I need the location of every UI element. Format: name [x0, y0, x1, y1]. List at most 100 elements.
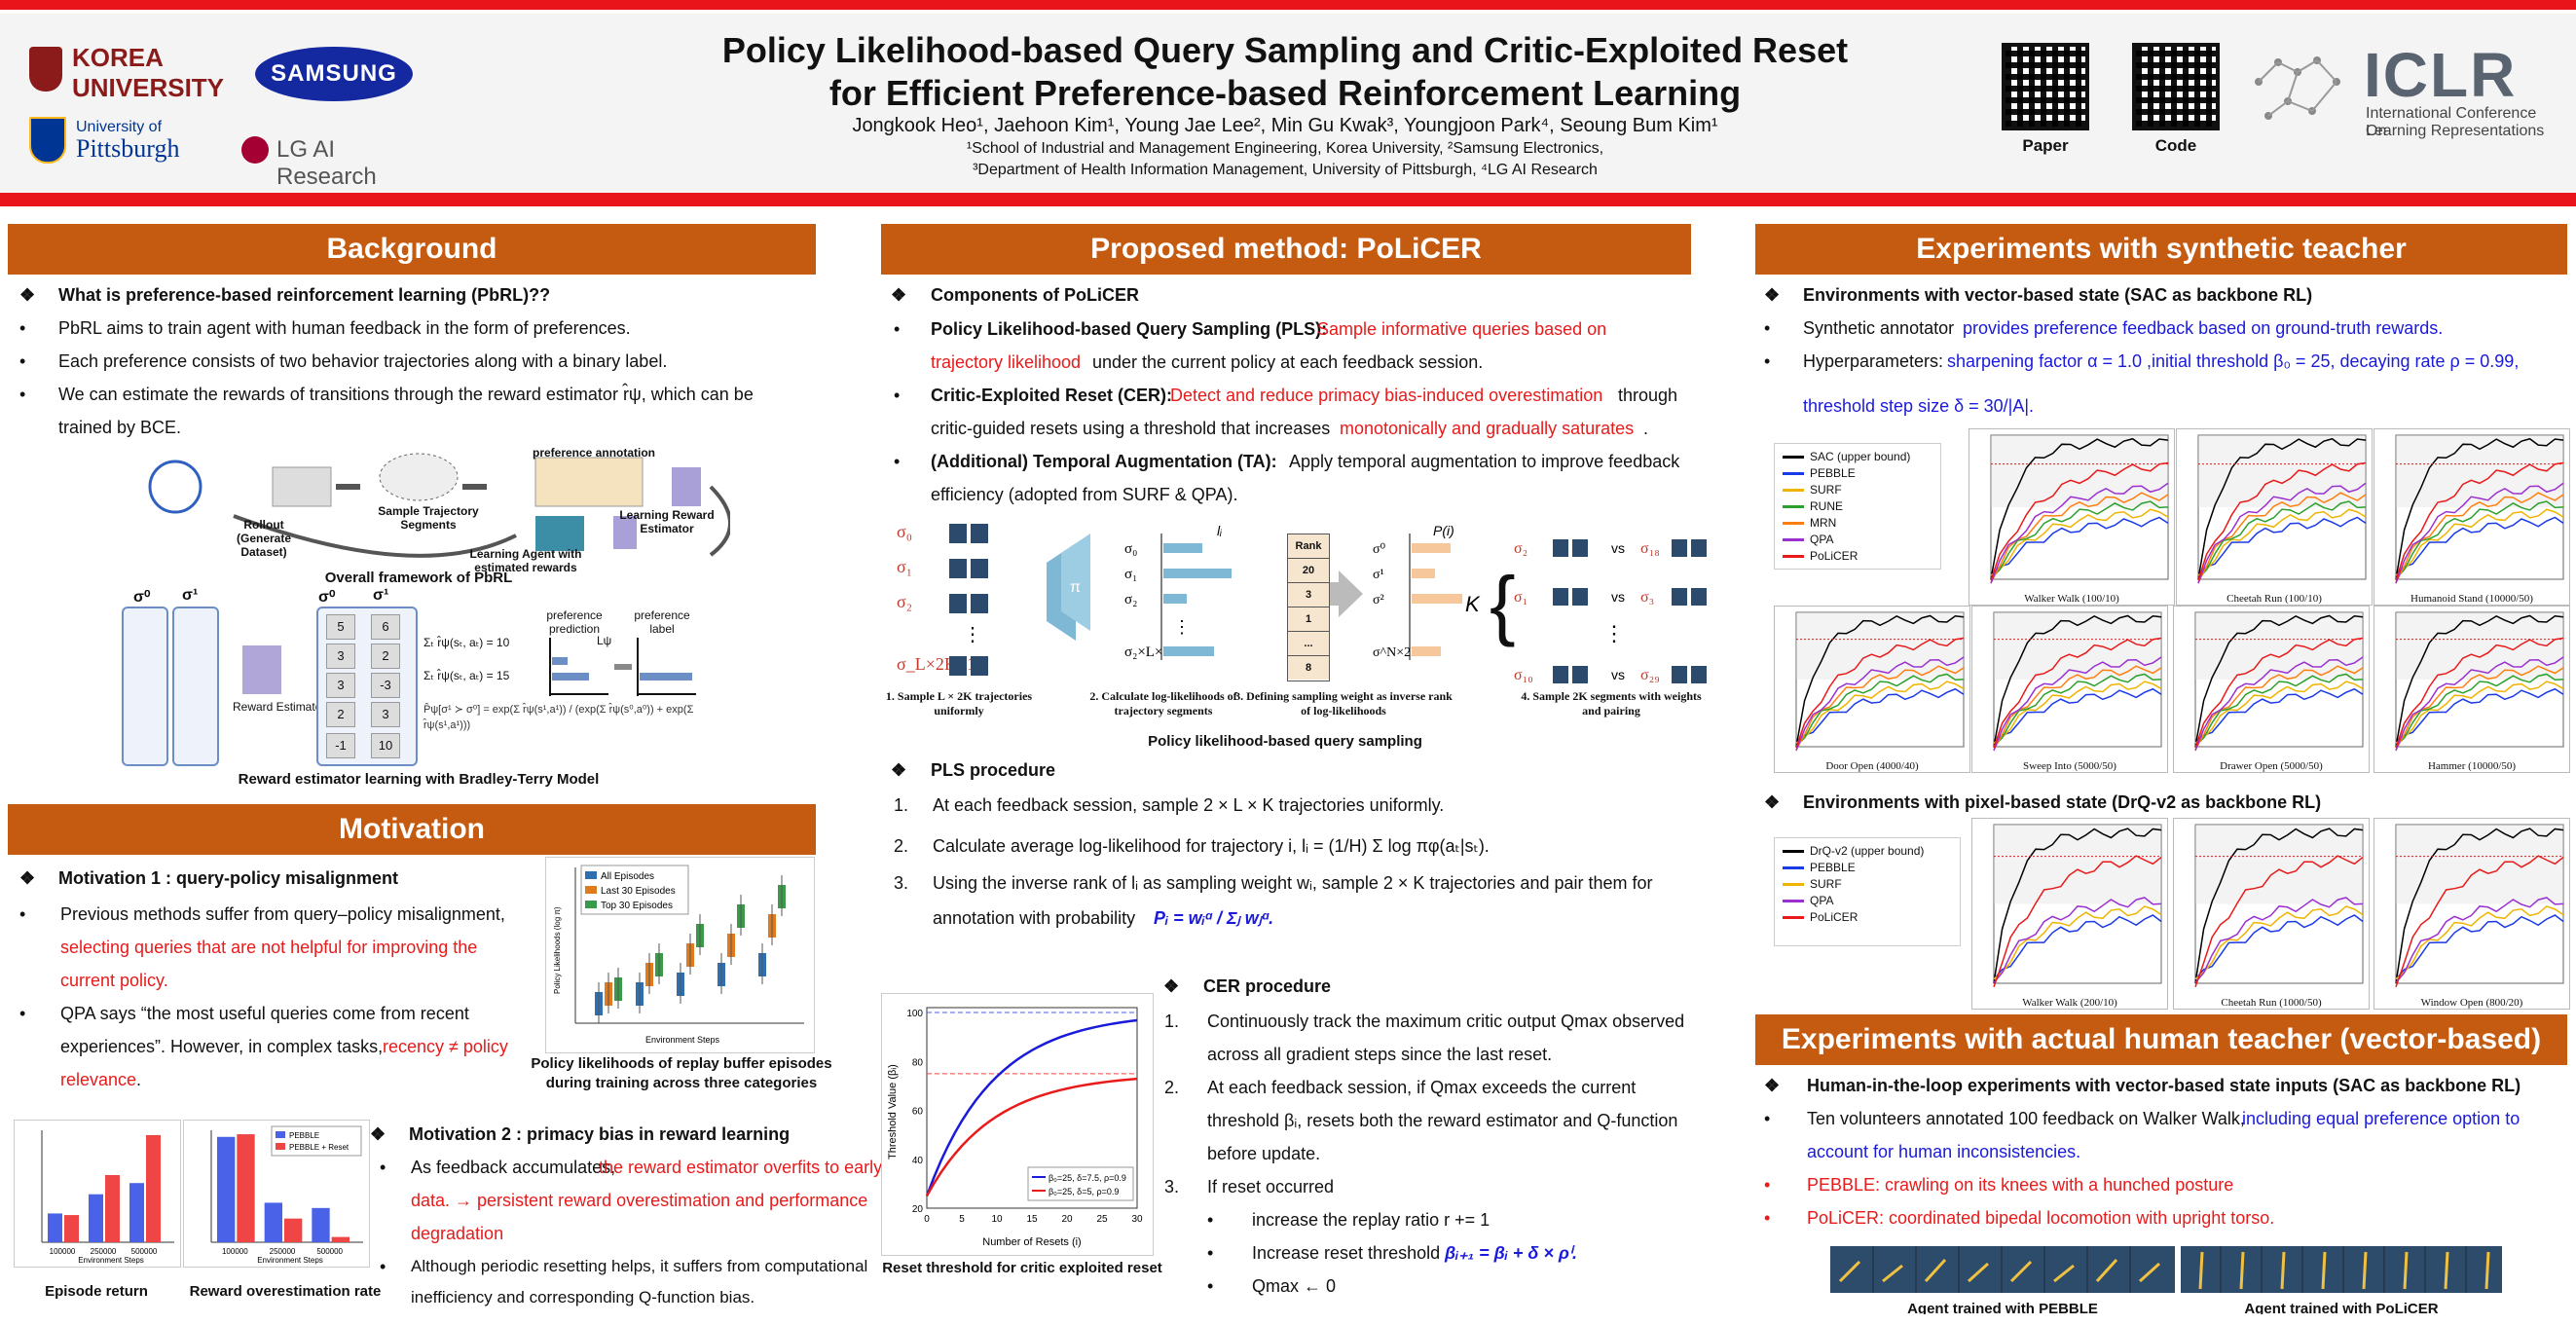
svg-text:lᵢ: lᵢ	[1217, 524, 1222, 538]
legend-label: PEBBLE	[1810, 861, 1856, 874]
experiment-series-line	[1993, 673, 2162, 747]
svg-text:σ₂: σ₂	[1514, 540, 1527, 557]
legend-swatch	[1783, 538, 1804, 542]
m2-b1a: As feedback accumulates,	[411, 1158, 616, 1177]
bar-legend-entry: PEBBLE	[289, 1131, 319, 1140]
experiment-series-line	[1990, 482, 2169, 584]
svg-text:60: 60	[912, 1107, 924, 1118]
fig1-label-agent: Learning Agent with estimated rewards	[469, 547, 582, 574]
experiment-series-line	[2395, 687, 2564, 745]
legend-entry: PoLiCER	[1783, 549, 1858, 563]
experiment-plot-title: Walker Walk (200/10)	[2022, 997, 2117, 1009]
svg-text:K: K	[1465, 592, 1481, 616]
cer-s2a: Increase reset threshold	[1252, 1243, 1441, 1263]
experiment-series-line	[2194, 828, 2364, 984]
legend-swatch	[1783, 489, 1804, 493]
syn-b2c: threshold step size δ = 30/|A|.	[1803, 396, 2034, 416]
m1-b2a: QPA says “the most useful queries come f…	[60, 1004, 469, 1023]
legend-swatch	[1783, 505, 1804, 509]
experiment-series-line	[2197, 461, 2367, 581]
iclr-sub2: Learning Representations	[2366, 123, 2545, 139]
svg-text:σ₂₉: σ₂₉	[1640, 667, 1660, 683]
motivation2-title: Motivation 2 : primacy bias in reward le…	[409, 1124, 791, 1144]
bullet-dot: •	[19, 1004, 26, 1023]
m2-b1b: the reward estimator overfits to early	[599, 1158, 883, 1177]
svg-text:Number of Resets (i): Number of Resets (i)	[982, 1236, 1081, 1248]
poster-title-line2: for Efficient Preference-based Reinforce…	[828, 73, 1742, 113]
num-3: 3.	[1164, 1177, 1180, 1196]
policer-caption: Agent trained with PoLiCER	[2244, 1301, 2439, 1317]
experiment-series-line	[2194, 656, 2364, 752]
svg-text:⋮: ⋮	[1173, 617, 1191, 637]
experiment-series-line	[2194, 614, 2364, 748]
m1-b1b: selecting queries that are not helpful f…	[60, 938, 478, 957]
bullet-diamond: ❖	[1764, 792, 1781, 812]
bar	[89, 1194, 103, 1242]
background-b3b: trained by BCE.	[58, 418, 182, 437]
bullet-dot: •	[1764, 318, 1771, 338]
svg-text:σ₁₀: σ₁₀	[1514, 667, 1533, 683]
cer-red: Detect and reduce primacy bias-induced o…	[1170, 386, 1603, 405]
lg-logo-text: LG AI Research	[276, 136, 377, 190]
bullet-dot: •	[1764, 1175, 1771, 1195]
bullet-dot: •	[19, 385, 26, 404]
experiment-series-line	[1990, 461, 2169, 581]
bt-prediction-bars	[549, 638, 696, 696]
experiment-plot: Walker Walk (200/10)	[1971, 818, 2168, 1010]
iclr-text: ICLR	[2364, 40, 2518, 110]
human-b1a: Ten volunteers annotated 100 feedback on…	[1807, 1109, 2245, 1128]
experiment-series-line	[1990, 492, 2169, 583]
footer-space	[0, 1314, 2576, 1318]
legend-swatch	[1783, 456, 1804, 460]
bullet-dot: •	[894, 319, 901, 339]
motivation1-title: Motivation 1 : query-policy misalignment	[58, 868, 399, 888]
background-b1: PbRL aims to train agent with human feed…	[58, 318, 631, 338]
legend-swatch	[1783, 900, 1804, 903]
fig1-label-annotation: preference annotation	[532, 446, 656, 460]
experiment-series-line	[2395, 508, 2564, 576]
experiment-series-line	[1993, 905, 2162, 980]
iclr-logo: ICLR International Conference On Learnin…	[2239, 39, 2560, 146]
rank-header: Rank	[1288, 534, 1329, 559]
components-title: Components of PoLiCER	[931, 285, 1139, 305]
bt-reward-estimator-icon	[242, 645, 281, 694]
svg-text:Environment Steps: Environment Steps	[257, 1256, 323, 1265]
bullet-dot: •	[380, 1158, 386, 1177]
rank-cell: 1	[1288, 607, 1329, 632]
svg-text:P(i): P(i)	[1433, 524, 1454, 538]
experiment-series-line	[2395, 492, 2564, 583]
code-qr-code[interactable]	[2132, 43, 2220, 130]
legend-label: MRN	[1810, 516, 1837, 530]
ta-rest: Apply temporal augmentation to improve f…	[1289, 452, 1680, 471]
svg-text:σ₃: σ₃	[1640, 589, 1654, 606]
experiment-plot-title: Humanoid Stand (10000/50)	[2410, 593, 2533, 605]
m2-b1c: data. → persistent reward overestimation…	[411, 1191, 868, 1210]
pls-red: Sample informative queries based on	[1317, 319, 1607, 339]
cer-2a: critic-guided resets using a threshold t…	[931, 419, 1331, 438]
bar	[48, 1213, 62, 1242]
cer-name: Critic-Exploited Reset (CER):	[931, 386, 1173, 405]
fig2-caption: Reward estimator learning with Bradley-T…	[238, 771, 600, 788]
svg-text:σ₁: σ₁	[897, 557, 912, 576]
experiment-plot: Drawer Open (5000/50)	[2173, 606, 2370, 773]
human-b1c: account for human inconsistencies.	[1807, 1142, 2081, 1161]
background-b3: We can estimate the rewards of transitio…	[58, 385, 754, 404]
bt-loss-label: Lψ	[597, 634, 612, 647]
experiment-series-line	[2197, 482, 2367, 584]
svg-text:σ₁: σ₁	[1514, 589, 1527, 606]
m1-b2d: relevance	[60, 1070, 137, 1089]
svg-text:250000: 250000	[91, 1247, 117, 1256]
rank-column: Rank 20 3 1 ... 8	[1287, 534, 1330, 681]
bullet-dot: •	[380, 1257, 386, 1276]
top-red-bar	[0, 0, 2576, 10]
bullet-dot: •	[894, 386, 901, 405]
bar2-caption: Reward overestimation rate	[189, 1283, 382, 1300]
bt-val: -1	[326, 733, 355, 758]
legend-swatch	[1783, 555, 1804, 559]
bullet-diamond: ❖	[1764, 1076, 1781, 1095]
paper-qr-code[interactable]	[2002, 43, 2089, 130]
experiment-plot: Sweep Into (5000/50)	[1971, 606, 2168, 773]
poster-title-line1: Policy Likelihood-based Query Sampling a…	[721, 30, 1849, 70]
experiment-series-line	[2395, 673, 2564, 747]
threshold-svg: 0 5 10 15 20 25 30 20 40 60 80 100 β₀=25, δ=7.5, ρ=0…	[887, 1007, 1143, 1248]
